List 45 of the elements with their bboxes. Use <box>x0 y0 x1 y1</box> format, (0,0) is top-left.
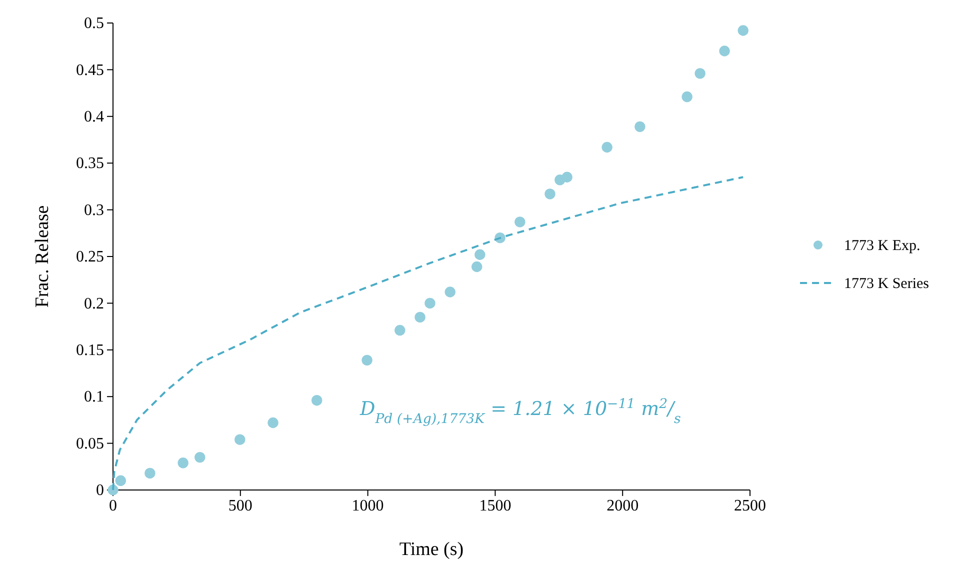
y-tick-label: 0.35 <box>76 155 104 172</box>
y-tick-label: 0.15 <box>76 342 104 360</box>
y-tick-label: 0.5 <box>84 15 104 32</box>
legend-label: 1773 K Series <box>844 276 930 292</box>
y-tick-label: 0.2 <box>84 295 104 312</box>
y-tick-label: 0.3 <box>84 202 104 219</box>
x-tick-label: 1000 <box>352 497 384 514</box>
point <box>268 417 278 428</box>
x-tick-label: 500 <box>228 497 252 514</box>
point <box>514 216 526 228</box>
point <box>602 142 612 153</box>
y-tick-label: 0.45 <box>76 62 104 79</box>
point <box>738 25 748 36</box>
point <box>719 46 730 56</box>
point <box>194 452 206 463</box>
point <box>362 354 372 366</box>
point <box>544 188 556 200</box>
point <box>234 434 246 445</box>
point <box>178 458 188 468</box>
x-tick-label: 1500 <box>479 497 512 514</box>
x-tick-label: 2500 <box>734 497 766 514</box>
point <box>394 324 406 336</box>
y-tick-label: 0 <box>96 482 104 500</box>
point <box>562 172 572 182</box>
point <box>144 468 156 479</box>
y-tick-label: 0.25 <box>76 248 104 266</box>
x-tick-label: 0 <box>109 497 117 514</box>
y-tick-label: 0.4 <box>84 108 104 126</box>
point <box>472 261 482 272</box>
point <box>682 91 692 102</box>
point <box>444 286 456 298</box>
y-axis-title: Frac. Release <box>32 205 53 308</box>
x-tick-label: 2000 <box>606 497 639 514</box>
point <box>694 68 706 79</box>
point <box>414 312 426 323</box>
point <box>634 121 646 132</box>
x-axis-title: Time (s) <box>399 539 464 560</box>
point <box>474 249 486 260</box>
y-tick-label: 0.1 <box>84 388 104 406</box>
annotation: D$_{Pd (+Ag),1773K}$ = 1.21 × 10$^{−11}$ m$^{2}$/$_{s}$ <box>359 396 682 426</box>
point <box>424 298 436 309</box>
legend-label: 1773 K Exp. <box>844 238 920 254</box>
point <box>115 475 126 486</box>
y-tick-label: 0.05 <box>76 435 104 452</box>
point <box>311 394 322 406</box>
